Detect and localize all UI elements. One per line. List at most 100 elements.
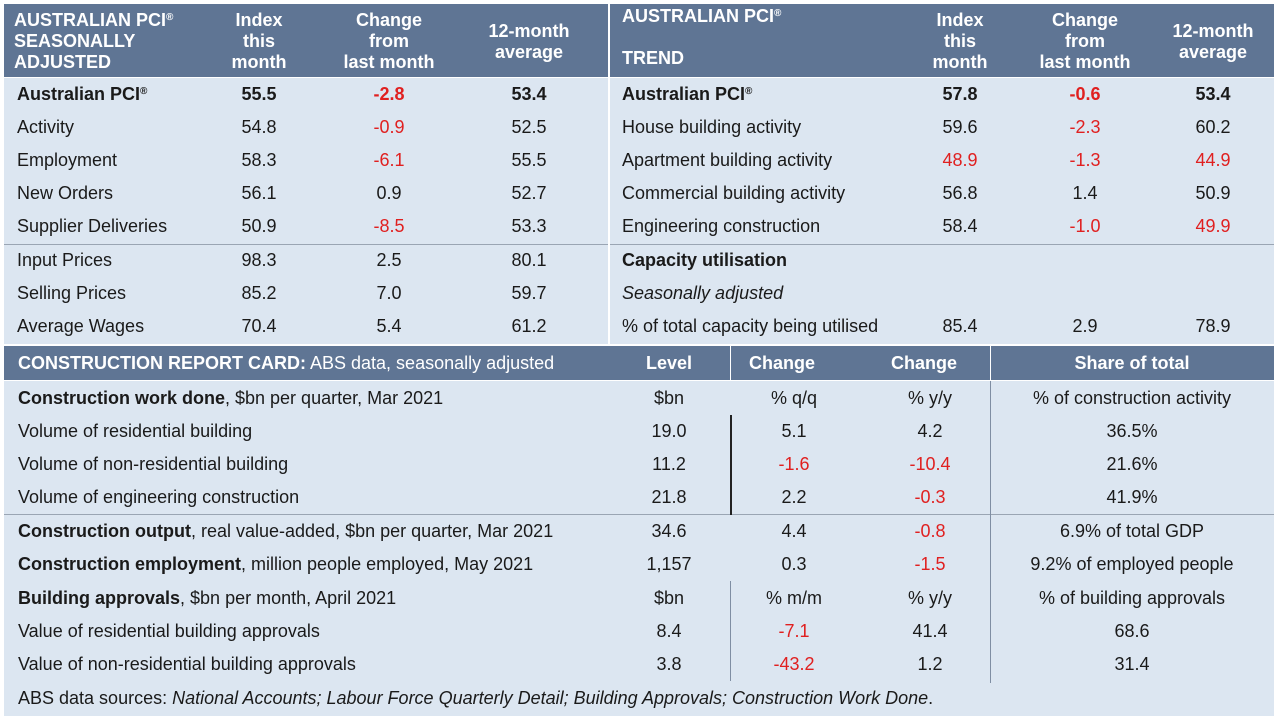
report-row-label: Construction output, real value-added, $… [18,515,553,548]
pci-trend-row: Commercial building activity 56.8 1.4 50.9 [610,177,1274,210]
pci-sa-table [4,78,608,344]
capacity-row: % of total capacity being utilised 85.4 2.… [610,310,1274,343]
report-row-level: 34.6 [651,521,687,541]
pci-trend-col-avg: 12-month average [1172,21,1254,62]
pci-trend-col-change: Change from last month [1039,10,1131,72]
pci-trend-row-label: Commercial building activity [622,177,845,210]
text: , $bn per quarter, Mar 2021 [225,388,444,408]
report-row: Construction employment, million people … [4,548,1274,581]
report-row-label: Volume of residential building [18,415,252,448]
pci-sa-row-index: 55.5 [241,84,277,104]
pci-trend-row-index: 48.9 [942,150,978,170]
registered-mark: ® [140,86,148,97]
text: Engineering construction [622,216,821,236]
pci-sa-row-change: -6.1 [373,150,405,170]
pci-trend-row-change: -0.6 [1069,84,1101,104]
report-row-label: Building approvals, $bn per month, April… [18,582,396,615]
report-row: Building approvals, $bn per month, April… [4,582,1274,615]
pci-trend-row-index: 59.6 [942,117,978,137]
pci-sa-col-change: Change from last month [343,10,435,72]
report-row-share: % of construction activity [1032,388,1232,408]
pci-trend-row-label: Engineering construction [622,210,820,243]
report-card-header: CONSTRUCTION REPORT CARD: ABS data, seas… [4,346,1274,380]
text: Construction employment [18,554,242,574]
pci-trend-row: Australian PCI® 57.8 -0.6 53.4 [610,78,1274,111]
report-row-label: Volume of non-residential building [18,448,288,481]
pci-sa-row: Employment 58.3 -6.1 55.5 [4,144,608,177]
pci-trend-row-label: Apartment building activity [622,144,832,177]
capacity-row-index: 85.4 [942,316,978,336]
pci-trend-row-avg: 49.9 [1195,216,1231,236]
report-row-level: 1,157 [646,554,692,574]
report-row-change-2: -0.3 [914,487,946,507]
report-row: Volume of residential building 19.0 5.1 4.2… [4,415,1274,448]
report-col-change-qq: Change [748,353,815,373]
pci-trend-row-avg: 44.9 [1195,150,1231,170]
report-footer: ABS data sources: National Accounts; Lab… [18,688,934,708]
report-row: Volume of non-residential building 11.2 -1… [4,448,1274,481]
pci-sa-row-avg: 53.4 [511,84,547,104]
text: Australian PCI [622,84,746,104]
text: Input Prices [17,250,113,270]
text: , million people employed, May 2021 [241,554,534,574]
report-row-label: Value of non-residential building approv… [18,648,356,681]
report-row-change-1: 2.2 [781,487,807,507]
report-row: Value of non-residential building approv… [4,648,1274,681]
pci-trend-row-change: 1.4 [1072,183,1098,203]
text: Average Wages [17,316,145,336]
pci-sa-row-label: Activity [17,111,74,144]
report-row-label: Construction work done, $bn per quarter,… [18,382,443,415]
text: House building activity [622,117,802,137]
report-row-change-1: -7.1 [778,621,810,641]
pci-trend-row-index: 56.8 [942,183,978,203]
report-row-change-2: 1.2 [917,654,943,674]
pci-trend-row-avg: 60.2 [1195,117,1231,137]
pci-trend-subtitle: TREND [622,48,684,68]
text: Selling Prices [17,283,127,303]
text: , real value-added, $bn per quarter, Mar… [190,521,554,541]
report-row: Value of residential building approvals 8… [4,615,1274,648]
pci-sa-row: Supplier Deliveries 50.9 -8.5 53.3 [4,210,608,243]
report-row-change-2: -0.8 [914,521,946,541]
pci-trend-row-index: 57.8 [942,84,978,104]
pci-sa-row-label: Selling Prices [17,277,126,310]
pci-sa-row: Selling Prices 85.2 7.0 59.7 [4,277,608,310]
report-row-label: Construction employment, million people … [18,548,533,581]
pci-sa-row-index: 58.3 [241,150,277,170]
pci-sa-col-avg: 12-month average [488,21,570,62]
report-row-change-1: 5.1 [781,421,807,441]
capacity-title: Capacity utilisation [622,250,788,270]
report-row-level: 21.8 [651,487,687,507]
pci-trend-row-change: -2.3 [1069,117,1101,137]
pci-sa-header: AUSTRALIAN PCI® SEASONALLY ADJUSTED Inde… [4,4,608,77]
report-row-level: 19.0 [651,421,687,441]
report-row-share: 68.6 [1114,621,1150,641]
text: Building approvals [18,588,181,608]
pci-trend-row-change: -1.3 [1069,150,1101,170]
pci-sa-row-label: Supplier Deliveries [17,210,167,243]
pci-sa-row-index: 54.8 [241,117,277,137]
pci-sa-row-avg: 52.7 [511,183,547,203]
capacity-subtitle: Seasonally adjusted [622,283,784,303]
text: Volume of engineering construction [18,487,300,507]
pci-sa-row-index: 50.9 [241,216,277,236]
pci-trend-row: Engineering construction 58.4 -1.0 49.9 [610,210,1274,243]
pci-sa-row-change: 7.0 [376,283,402,303]
report-row-change-2: 4.2 [917,421,943,441]
pci-sa-row-change: -0.9 [373,117,405,137]
text: Commercial building activity [622,183,846,203]
report-row-change-2: % y/y [907,388,952,408]
text: Employment [17,150,118,170]
capacity-row-change: 2.9 [1072,316,1098,336]
text: Activity [17,117,75,137]
pci-sa-row: Australian PCI® 55.5 -2.8 53.4 [4,78,608,111]
pci-sa-row-label: Input Prices [17,244,112,277]
report-row-change-1: % m/m [766,588,822,608]
report-card-title: CONSTRUCTION REPORT CARD: ABS data, seas… [18,353,555,373]
pci-sa-row-avg: 53.3 [511,216,547,236]
report-row-label: Value of residential building approvals [18,615,320,648]
report-col-level: Level [645,353,693,373]
pci-sa-row-change: 2.5 [376,250,402,270]
pci-sa-row: Average Wages 70.4 5.4 61.2 [4,310,608,343]
report-row-level: 8.4 [656,621,682,641]
